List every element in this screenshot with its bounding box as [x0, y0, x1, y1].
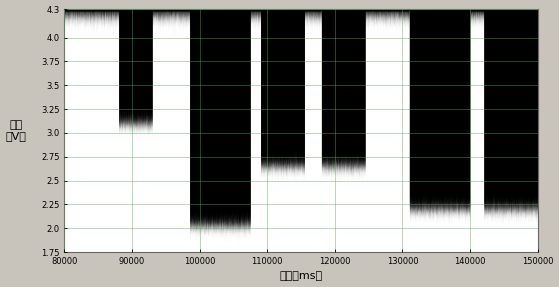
X-axis label: 时间（ms）: 时间（ms）	[280, 272, 323, 282]
Y-axis label: 幅值
（V）: 幅值 （V）	[6, 120, 26, 141]
